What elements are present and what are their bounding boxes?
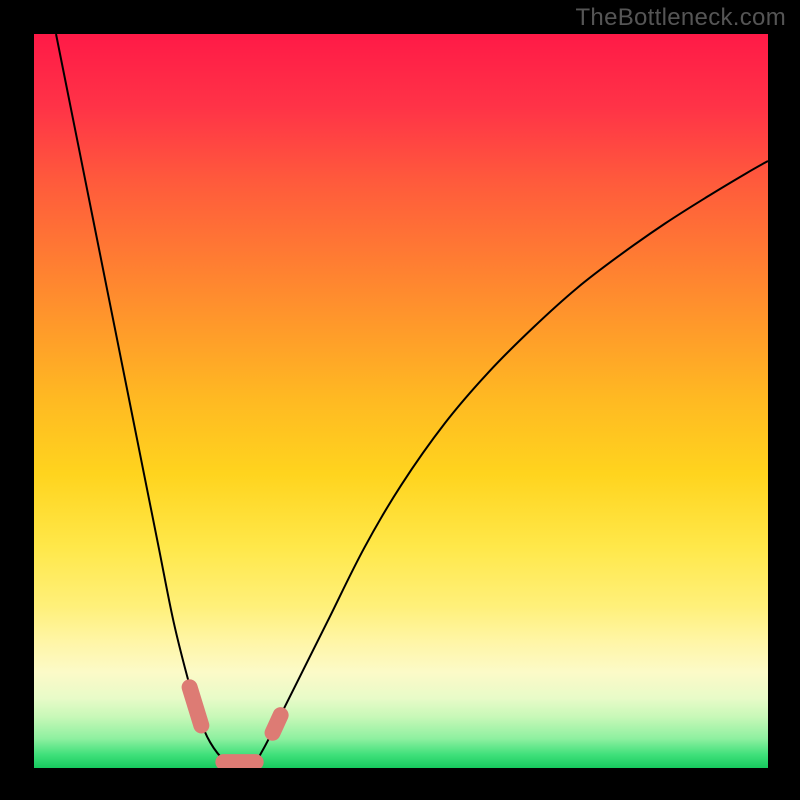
chart-background bbox=[34, 34, 768, 768]
marker-right-blob bbox=[273, 715, 281, 733]
marker-left-blob bbox=[190, 687, 202, 725]
chart-plot-area bbox=[34, 34, 768, 768]
chart-svg bbox=[34, 34, 768, 768]
watermark-text: TheBottleneck.com bbox=[575, 4, 786, 32]
